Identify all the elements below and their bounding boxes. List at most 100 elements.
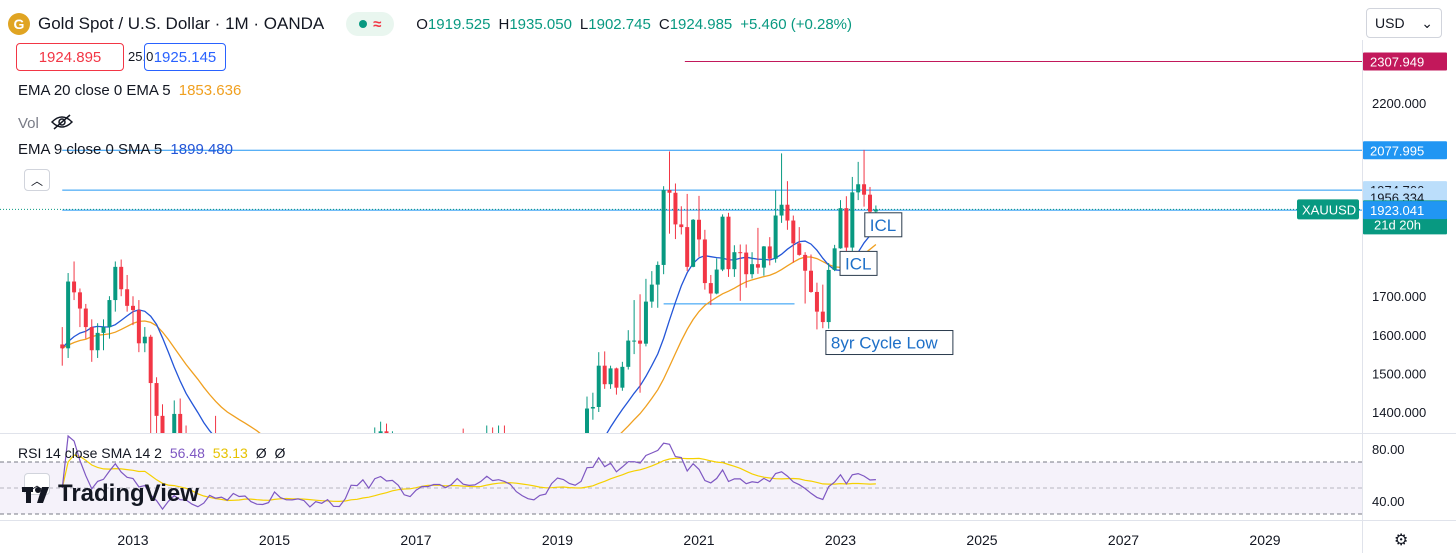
rsi-legend[interactable]: RSI 14 close SMA 14 2 56.48 53.13 Ø Ø <box>18 445 285 461</box>
market-status-pill[interactable]: ≈ <box>346 12 395 36</box>
eye-hidden-icon[interactable] <box>50 114 74 134</box>
candle-body <box>826 269 831 323</box>
candle-body <box>738 252 743 254</box>
candle <box>491 427 495 443</box>
candle <box>596 352 601 412</box>
candle <box>649 271 654 308</box>
rsi-line <box>61 434 876 511</box>
candle-body <box>626 340 631 367</box>
candle-body <box>620 366 625 388</box>
candle <box>486 425 488 433</box>
rsi-value: 56.48 <box>169 445 205 461</box>
ema9-legend[interactable]: EMA 9 close 0 SMA 5 1899.480 <box>18 141 233 158</box>
buy-price-button[interactable]: 1925.145 <box>144 43 226 71</box>
candle <box>750 252 755 279</box>
candle-body <box>337 542 341 543</box>
candle <box>820 284 825 329</box>
candle-body <box>184 440 188 442</box>
candle-body <box>750 264 755 275</box>
candle <box>72 261 77 301</box>
candle <box>720 214 725 272</box>
candle <box>561 433 565 447</box>
symbol-title[interactable]: Gold Spot / U.S. Dollar · 1M · OANDA <box>38 14 325 33</box>
time-tick-label: 2017 <box>400 532 431 548</box>
candle <box>567 441 571 458</box>
candle <box>107 296 112 339</box>
candle-body <box>502 441 506 445</box>
candle-body <box>390 444 394 447</box>
price-label-box <box>1363 52 1447 71</box>
annotation-box <box>825 330 954 356</box>
currency-value: USD <box>1375 15 1405 31</box>
candle-body <box>491 433 495 443</box>
candle <box>83 303 88 339</box>
rsi-tick-label: 80.00 <box>1372 442 1405 457</box>
candle-body <box>585 408 590 433</box>
candle <box>585 396 590 433</box>
ema20-legend[interactable]: EMA 20 close 0 EMA 5 1853.636 <box>18 82 241 99</box>
annotation-box <box>839 250 878 276</box>
candle-body <box>172 413 177 433</box>
chart-header: G Gold Spot / U.S. Dollar · 1M · OANDA ≈… <box>8 8 852 40</box>
candle-body <box>708 283 713 294</box>
candle <box>184 425 188 442</box>
candle-body <box>343 521 347 543</box>
candle-body <box>136 310 141 344</box>
candle <box>89 319 94 362</box>
candle <box>744 244 749 288</box>
price-label-text: 1923.041 <box>1370 203 1424 218</box>
candle-body <box>596 365 601 407</box>
candle-body <box>567 446 571 454</box>
rsi-tick-label: 40.00 <box>1372 494 1405 509</box>
currency-select[interactable]: USD ⌄ <box>1366 8 1442 38</box>
candle-body <box>755 264 760 268</box>
candle-body <box>691 219 696 267</box>
candle-body <box>773 215 778 259</box>
annotation-label: 8yr Cycle Low <box>831 334 938 353</box>
candle-body <box>455 442 459 463</box>
candle <box>337 532 341 549</box>
sell-price-button[interactable]: 1924.895 <box>16 43 124 71</box>
ohlc-high: 1935.050 <box>509 15 572 33</box>
candle-body <box>679 224 684 228</box>
candle <box>131 296 135 326</box>
price-tick-label: 1500.000 <box>1372 366 1426 381</box>
vol-legend[interactable]: Vol <box>18 112 74 134</box>
candle <box>101 319 106 351</box>
price-tick-label: 1700.000 <box>1372 289 1426 304</box>
candle <box>626 330 631 370</box>
time-tick-label: 2027 <box>1108 532 1139 548</box>
candle-body <box>160 415 165 433</box>
candle <box>791 215 796 263</box>
candle-body <box>331 512 335 542</box>
candle-body <box>178 413 183 433</box>
candle-body <box>732 252 737 270</box>
candle <box>755 227 760 274</box>
candle <box>154 377 159 433</box>
collapse-legend-button[interactable]: ︿ <box>24 169 50 191</box>
candle-body <box>744 252 749 275</box>
candle <box>638 294 643 393</box>
candle <box>556 441 560 458</box>
candle-body <box>649 284 654 302</box>
ohlc-close: 1924.985 <box>669 15 733 33</box>
settings-gear-icon[interactable]: ⚙ <box>1394 532 1409 549</box>
candle <box>814 282 819 330</box>
tradingview-wordmark: TradingView <box>58 480 199 507</box>
ohlc-change: +5.460 (+0.28%) <box>740 15 853 33</box>
ema20-label: EMA 20 close 0 EMA 5 <box>18 82 171 99</box>
candle <box>697 195 701 257</box>
candle-body <box>803 254 808 271</box>
candle <box>77 288 82 328</box>
candle <box>732 245 737 277</box>
candle-body <box>148 336 153 384</box>
candle-body <box>726 216 731 270</box>
candle <box>838 200 843 249</box>
candle <box>142 327 147 353</box>
rsi-sma-value: 53.13 <box>212 445 248 461</box>
candle <box>620 361 625 391</box>
candle-body <box>107 300 112 328</box>
candle <box>590 392 595 420</box>
candle-body <box>89 327 94 351</box>
